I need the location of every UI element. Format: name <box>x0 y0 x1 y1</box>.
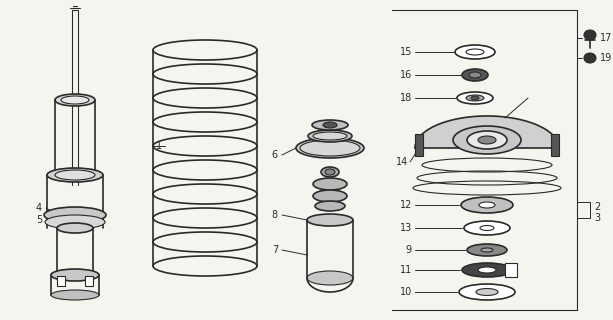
Ellipse shape <box>61 96 89 104</box>
Text: 17: 17 <box>600 33 612 43</box>
Ellipse shape <box>51 269 99 281</box>
Bar <box>57 276 65 286</box>
Ellipse shape <box>323 122 337 128</box>
Ellipse shape <box>47 168 103 182</box>
Text: 6: 6 <box>272 150 278 160</box>
Text: 1: 1 <box>156 141 162 151</box>
Text: 12: 12 <box>400 200 412 210</box>
Ellipse shape <box>296 138 364 158</box>
Ellipse shape <box>464 221 510 235</box>
Ellipse shape <box>478 136 496 144</box>
Text: 8: 8 <box>272 210 278 220</box>
Ellipse shape <box>44 207 106 223</box>
Text: 18: 18 <box>400 93 412 103</box>
Ellipse shape <box>584 53 596 63</box>
Ellipse shape <box>300 140 360 156</box>
Text: 16: 16 <box>400 70 412 80</box>
Ellipse shape <box>455 45 495 59</box>
Ellipse shape <box>462 69 488 81</box>
Ellipse shape <box>325 169 335 175</box>
Ellipse shape <box>313 190 347 202</box>
Text: 5: 5 <box>36 215 42 225</box>
Text: 2: 2 <box>594 202 600 212</box>
Ellipse shape <box>312 120 348 130</box>
Text: 4: 4 <box>36 203 42 213</box>
Text: 19: 19 <box>600 53 612 63</box>
Ellipse shape <box>480 226 494 230</box>
Ellipse shape <box>478 267 496 273</box>
Ellipse shape <box>313 132 347 140</box>
Ellipse shape <box>462 263 512 277</box>
Ellipse shape <box>479 202 495 208</box>
Ellipse shape <box>467 244 507 256</box>
Ellipse shape <box>461 197 513 213</box>
Bar <box>415 134 423 156</box>
Ellipse shape <box>45 215 105 229</box>
Ellipse shape <box>457 92 493 104</box>
Text: 11: 11 <box>400 265 412 275</box>
Ellipse shape <box>51 290 99 300</box>
Ellipse shape <box>307 214 353 226</box>
Ellipse shape <box>313 178 347 190</box>
Ellipse shape <box>57 223 93 233</box>
Text: 14: 14 <box>396 157 408 167</box>
Polygon shape <box>415 116 559 148</box>
Ellipse shape <box>308 130 352 142</box>
Ellipse shape <box>55 94 95 106</box>
Ellipse shape <box>307 271 353 285</box>
Ellipse shape <box>481 248 493 252</box>
Ellipse shape <box>476 289 498 295</box>
Text: 3: 3 <box>594 213 600 223</box>
Text: 7: 7 <box>272 245 278 255</box>
Ellipse shape <box>466 95 484 101</box>
Text: 9: 9 <box>406 245 412 255</box>
Ellipse shape <box>466 49 484 55</box>
Ellipse shape <box>467 131 507 149</box>
Ellipse shape <box>55 170 95 180</box>
Text: 13: 13 <box>400 223 412 233</box>
Ellipse shape <box>459 284 515 300</box>
Ellipse shape <box>471 96 479 100</box>
Ellipse shape <box>469 72 481 78</box>
Text: 10: 10 <box>400 287 412 297</box>
Bar <box>551 134 559 156</box>
Ellipse shape <box>584 30 596 40</box>
Bar <box>505 263 517 277</box>
Ellipse shape <box>315 201 345 211</box>
Ellipse shape <box>321 167 339 177</box>
Ellipse shape <box>453 126 521 154</box>
Bar <box>85 276 93 286</box>
Text: 15: 15 <box>400 47 412 57</box>
